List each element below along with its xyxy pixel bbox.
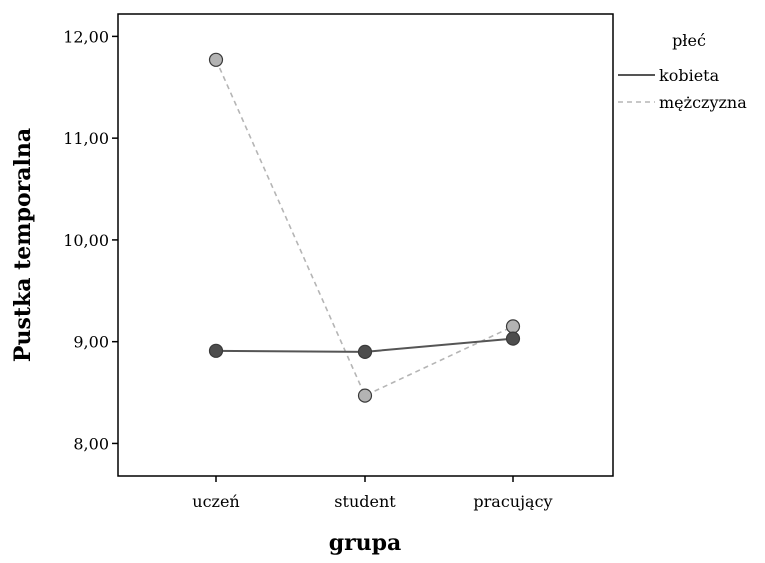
plot-frame [117, 13, 614, 477]
legend-title: płeć [672, 31, 706, 50]
y-axis-title: Pustka temporalna [10, 128, 36, 362]
legend-label: kobieta [659, 66, 720, 85]
data-point-kobieta [505, 331, 521, 346]
x-tick-label: uczeń [192, 492, 239, 511]
y-axis: 8,00 9,00 10,00 11,00 12,00 [63, 27, 118, 453]
y-tick-label: 10,00 [63, 231, 109, 250]
x-tick-label: pracujący [473, 492, 552, 511]
x-axis: uczeń student pracujący [192, 476, 553, 511]
x-tick-label: student [334, 492, 396, 511]
y-tick-label: 12,00 [63, 27, 109, 46]
y-tick-label: 8,00 [73, 434, 109, 453]
legend: płeć kobieta mężczyzna [618, 31, 747, 112]
data-point-kobieta [357, 344, 373, 359]
data-point-mezczyzna [208, 52, 224, 67]
data-point-mezczyzna [505, 319, 521, 334]
legend-label: mężczyzna [659, 93, 747, 112]
y-tick-label: 9,00 [73, 333, 109, 352]
data-point-kobieta [208, 343, 224, 358]
x-axis-title: grupa [329, 530, 402, 556]
series-points [208, 52, 521, 403]
y-tick-label: 11,00 [63, 129, 109, 148]
data-point-mezczyzna [357, 388, 373, 403]
